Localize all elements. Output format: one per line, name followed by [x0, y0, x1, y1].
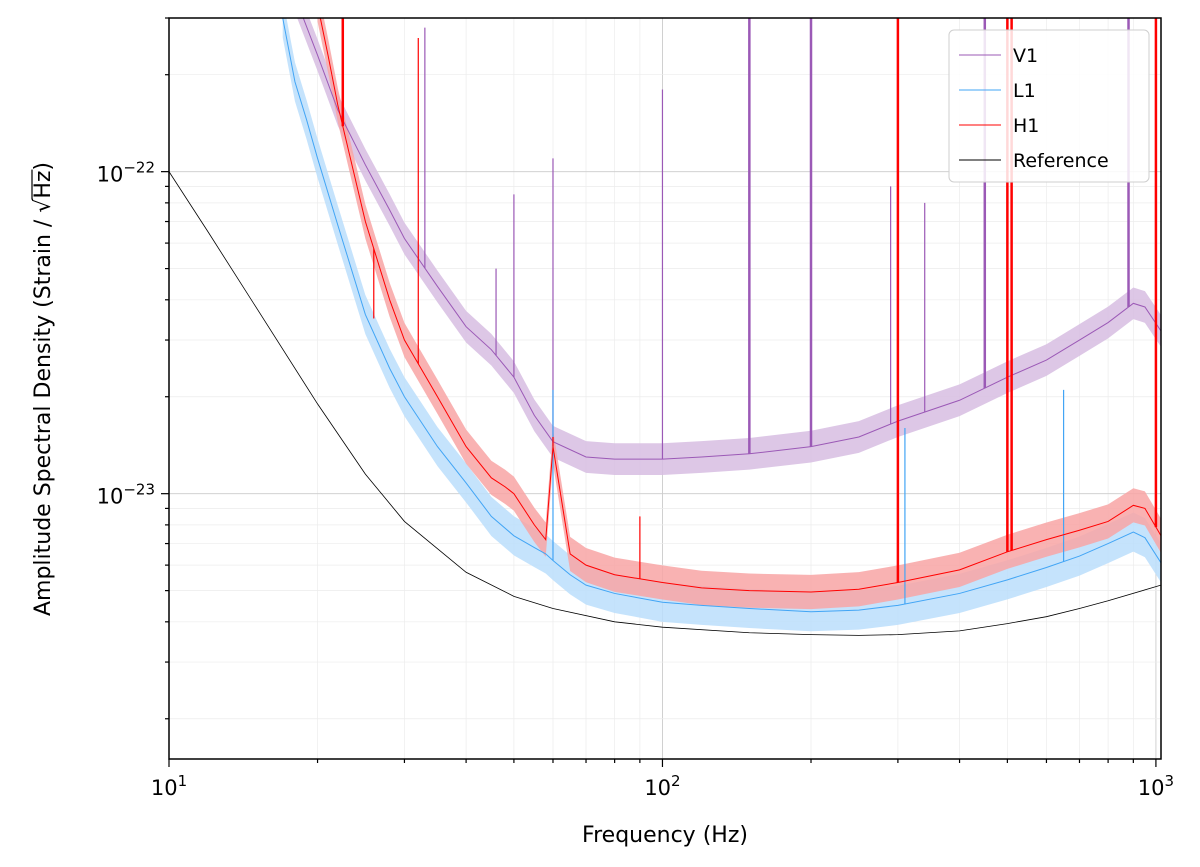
legend-label-l1: L1	[1013, 80, 1036, 102]
series-line-h1	[319, 18, 1161, 593]
y-axis-label-suffix: )	[31, 162, 56, 171]
plot-frame	[168, 17, 1162, 760]
y-axis-label: Amplitude Spectral Density (Strain / √Hz…	[31, 162, 56, 616]
x-tick-label: 101	[151, 772, 187, 800]
series-line-v1	[302, 18, 1161, 460]
y-axis-label-prefix: Amplitude Spectral Density (Strain /	[31, 213, 56, 616]
x-tick-label-exponent: 2	[671, 772, 681, 790]
x-tick-label-base: 10	[151, 776, 178, 800]
series-lines	[169, 18, 1161, 636]
x-tick-label-base: 10	[1138, 776, 1165, 800]
x-tick-label-exponent: 3	[1165, 772, 1175, 790]
y-tick-label-exponent: −23	[123, 481, 155, 499]
legend-label-reference: Reference	[1013, 150, 1109, 172]
x-tick-label-exponent: 1	[178, 772, 188, 790]
uncertainty-bands	[282, 18, 1161, 632]
y-tick-label: 10−23	[97, 481, 155, 509]
y-tick-label-base: 10	[97, 485, 124, 509]
y-tick-label: 10−22	[97, 159, 155, 187]
x-tick-label-base: 10	[644, 776, 671, 800]
series-band-l1	[282, 18, 1161, 632]
svg-text:Amplitude Spectral Density (St: Amplitude Spectral Density (Strain / √Hz…	[31, 162, 56, 616]
x-tick-label: 102	[644, 772, 680, 800]
series-line-l1	[282, 18, 1161, 613]
legend-box	[948, 29, 1150, 183]
legend: V1 L1 H1 Reference	[948, 29, 1150, 183]
x-axis-label: Frequency (Hz)	[582, 823, 748, 848]
series-band-v1	[297, 18, 1161, 476]
legend-label-h1: H1	[1013, 115, 1039, 137]
legend-label-v1: V1	[1013, 45, 1038, 67]
sqrt-symbol: √	[31, 198, 56, 213]
y-tick-label-exponent: −22	[123, 159, 155, 177]
y-tick-label-base: 10	[97, 163, 124, 187]
x-tick-label: 103	[1138, 772, 1174, 800]
y-axis-label-radicand: Hz	[31, 171, 56, 199]
series-line-reference	[169, 171, 1161, 636]
